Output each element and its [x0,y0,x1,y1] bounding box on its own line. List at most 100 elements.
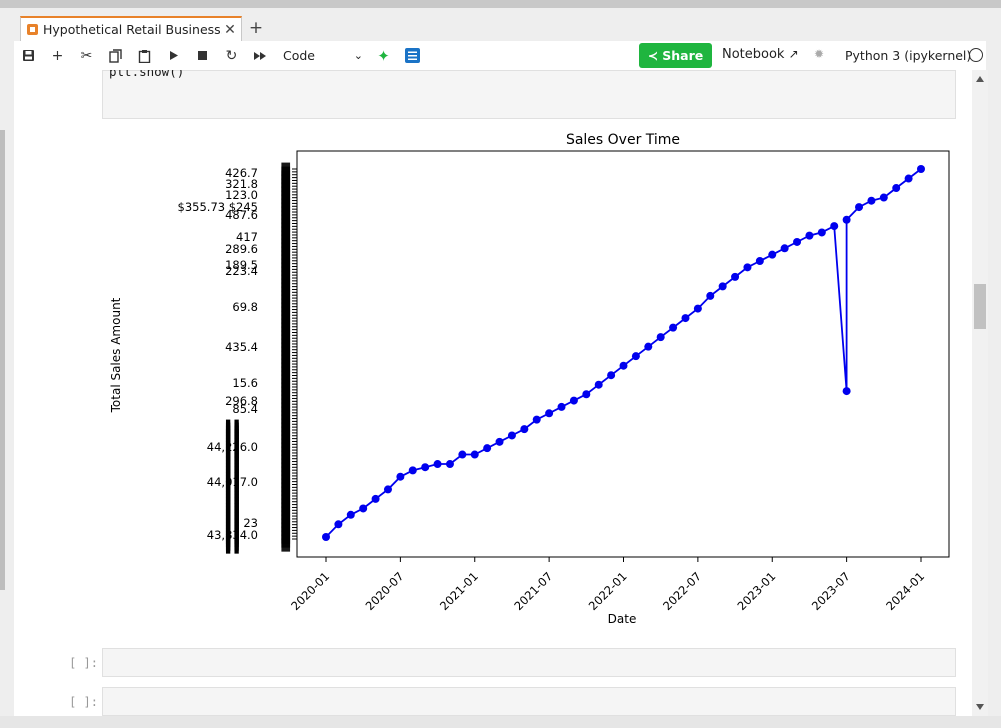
scroll-up-icon[interactable] [976,76,984,82]
chart-title: Sales Over Time [566,132,680,148]
tab-notebook[interactable]: Hypothetical Retail Business. ✕ [20,16,242,41]
y-tick-clutter-glyph: █ [281,402,291,416]
y-tick-clutter-glyph: █ [281,290,291,304]
y-tick-clutter-glyph: ▌▌ [225,419,243,433]
y-tick-clutter-glyph: ▌▌ [225,540,243,554]
data-point [904,174,913,183]
cut-button[interactable]: ✂ [72,41,101,70]
data-point [334,520,343,529]
debugger-icon[interactable]: ✹ [814,47,825,61]
y-tick-clutter-glyph: █ [281,514,291,528]
window-edge [988,70,1001,716]
kernel-name[interactable]: Python 3 (ipykernel) [845,48,972,63]
y-tick-clutter-glyph: ▌▌ [225,472,243,486]
y-tick-clutter-glyph: █ [281,162,291,176]
paste-icon [138,49,151,63]
data-point [681,314,690,323]
y-tick-clutter-glyph: █ [281,502,291,516]
y-tick-clutter-glyph: ▌▌ [225,456,243,470]
sales-series [322,165,925,541]
y-tick-clutter-glyph: █ [281,342,291,356]
scroll-thumb[interactable] [974,284,986,329]
data-point [383,485,392,494]
y-tick-clutter-glyph: ▌▌ [225,466,243,480]
open-notebook-link[interactable]: Notebook ↗ [722,47,799,62]
y-tick-clutter-glyph: █ [281,190,291,204]
tab-bar: Hypothetical Retail Business. ✕ + [14,8,1001,41]
x-ticks: 2020-01 2020-07 2021-01 2021-07 2022-01 2022-… [288,557,927,613]
y-tick-clutter-glyph: ▌▌ [225,518,243,532]
y-tick-clutter-glyph: ▌▌ [225,444,243,458]
external-link-icon: ↗ [788,47,799,61]
y-tick-clutter-glyph: █ [281,326,291,340]
x-tick-label: 2021-07 [511,569,555,613]
scroll-down-icon[interactable] [976,704,984,710]
y-tick-label: 69.8 [232,300,258,314]
data-point [879,193,888,202]
share-button[interactable]: ≺ Share [639,43,712,68]
y-tick-label: $355.73 $245 [178,200,258,214]
code-cell[interactable]: plt.show() [102,70,956,119]
y-tick-label: 435.4 [225,340,258,354]
stop-button[interactable] [188,41,217,70]
data-point [470,450,479,459]
y-tick-clutter-glyph: █ [281,314,291,328]
y-tick-clutter-glyph: ▌▌ [225,534,243,548]
data-point [359,504,368,513]
y-tick-clutter-glyph: ▌▌ [225,438,243,452]
sales-chart: Sales Over Time Total Sales Amount Date … [109,132,950,626]
x-tick-label: 2022-07 [660,569,704,613]
y-tick-clutter-glyph: █ [281,494,291,508]
y-tick-clutter-glyph: ▌▌ [225,435,243,449]
y-tick-clutter-glyph: █ [281,338,291,352]
y-tick-clutter-glyph: █ [281,430,291,444]
y-tick-clutter-glyph: █ [281,262,291,276]
y-tick-clutter-glyph: █ [281,438,291,452]
y-tick-clutter-glyph: ▌▌ [225,493,243,507]
cell-type-select[interactable]: Code ⌄ [283,48,363,63]
data-point [817,228,826,237]
data-point [693,304,702,313]
ai-assist-button[interactable]: ✦ [369,41,398,70]
y-axis-label: Total Sales Amount [109,297,123,413]
save-button[interactable] [14,41,43,70]
plot-area [296,150,950,558]
y-tick-clutter-glyph: █ [281,450,291,464]
y-tick-clutter-glyph: █ [281,166,291,180]
run-all-button[interactable] [246,41,275,70]
y-tick-label: 289.6 [225,242,258,256]
sidebar-rail [0,130,5,590]
new-tab-button[interactable]: + [246,18,266,38]
code-line: plt.show() [109,70,184,79]
y-tick-clutter-glyph: █ [281,182,291,196]
y-tick-clutter-glyph: █ [281,210,291,224]
y-tick-label: 15.6 [232,376,258,390]
y-tick-clutter-glyph: █ [281,334,291,348]
y-tick-clutter-glyph: █ [281,382,291,396]
data-point [644,342,653,351]
empty-code-cell[interactable] [102,648,956,677]
y-tick-clutter-glyph: █ [281,406,291,420]
insert-cell-button[interactable]: + [43,41,72,70]
plus-icon: + [248,18,264,38]
paste-button[interactable] [130,41,159,70]
vertical-scrollbar[interactable] [972,70,988,716]
copy-button[interactable] [101,41,130,70]
kernel-status-icon [969,48,983,62]
data-point [545,409,554,418]
y-tick-clutter-glyph: █ [281,394,291,408]
y-tick-clutter-glyph: █ [281,362,291,376]
y-tick-clutter-glyph: ▌▌ [225,450,243,464]
restart-button[interactable]: ↻ [217,41,246,70]
y-tick-clutter-glyph: █ [281,222,291,236]
y-tick-clutter-glyph: █ [281,426,291,440]
x-tick-label: 2022-01 [586,569,630,613]
property-inspector-button[interactable] [398,41,427,70]
y-tick-clutter-glyph: █ [281,230,291,244]
y-tick-clutter-glyph: █ [281,246,291,260]
data-point [793,237,802,246]
close-icon[interactable]: ✕ [224,21,236,38]
empty-code-cell[interactable] [102,687,956,716]
y-tick-clutter-glyph: █ [281,226,291,240]
run-button[interactable] [159,41,188,70]
